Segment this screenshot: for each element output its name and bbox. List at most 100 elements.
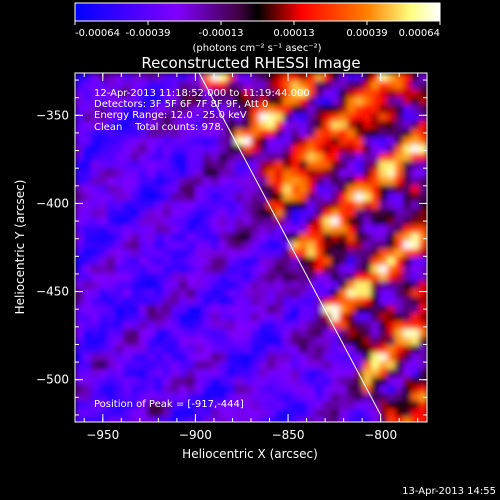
heatmap-cell <box>379 281 388 290</box>
heatmap-cell <box>75 353 84 362</box>
heatmap-cell <box>147 177 156 186</box>
heatmap-cell <box>251 353 260 362</box>
heatmap-cell <box>251 329 260 338</box>
heatmap-cell <box>395 177 404 186</box>
heatmap-cell <box>291 169 300 178</box>
heatmap-cell <box>395 209 404 218</box>
heatmap-cell <box>219 225 228 234</box>
heatmap-cell <box>171 137 180 146</box>
heatmap-cell <box>211 409 220 418</box>
heatmap-cell <box>331 89 340 98</box>
heatmap-cell <box>187 177 196 186</box>
heatmap-cell <box>203 97 212 106</box>
heatmap-cell <box>251 177 260 186</box>
heatmap-cell <box>355 169 364 178</box>
heatmap-cell <box>259 353 268 362</box>
heatmap-cell <box>251 265 260 274</box>
heatmap-cell <box>179 145 188 154</box>
heatmap-cell <box>115 121 124 130</box>
heatmap-cell <box>83 297 92 306</box>
heatmap-cell <box>219 233 228 242</box>
heatmap-cell <box>299 225 308 234</box>
heatmap-cell <box>355 249 364 258</box>
heatmap-cell <box>75 209 84 218</box>
heatmap-cell <box>219 137 228 146</box>
heatmap-cell <box>155 209 164 218</box>
heatmap-cell <box>411 337 420 346</box>
heatmap-cell <box>211 161 220 170</box>
heatmap-cell <box>115 337 124 346</box>
heatmap-cell <box>139 409 148 418</box>
heatmap-cell <box>131 417 140 422</box>
heatmap-cell <box>411 345 420 354</box>
heatmap-cell <box>379 233 388 242</box>
heatmap-cell <box>171 273 180 282</box>
heatmap-cell <box>99 377 108 386</box>
heatmap-cell <box>251 97 260 106</box>
heatmap-cell <box>283 305 292 314</box>
heatmap-cell <box>419 241 427 250</box>
heatmap-cell <box>83 281 92 290</box>
heatmap-cell <box>283 361 292 370</box>
heatmap-cell <box>339 89 348 98</box>
heatmap-cell <box>179 105 188 114</box>
heatmap-cell <box>299 369 308 378</box>
x-axis: −950 −900 −850 −800 <box>83 73 419 442</box>
heatmap-cell <box>299 145 308 154</box>
heatmap-cell <box>275 417 284 422</box>
heatmap-cell <box>163 377 172 386</box>
heatmap-cell <box>91 209 100 218</box>
heatmap-cell <box>99 313 108 322</box>
heatmap-cell <box>403 105 412 114</box>
heatmap-cell <box>107 169 116 178</box>
heatmap-cell <box>75 217 84 226</box>
heatmap-cell <box>179 225 188 234</box>
heatmap-cell <box>419 313 427 322</box>
heatmap-cell <box>283 353 292 362</box>
heatmap-cell <box>275 273 284 282</box>
heatmap-cell <box>115 225 124 234</box>
heatmap-cell <box>99 169 108 178</box>
heatmap-cell <box>419 409 427 418</box>
heatmap-cell <box>315 361 324 370</box>
heatmap-cell <box>283 281 292 290</box>
heatmap-cell <box>331 121 340 130</box>
heatmap-cell <box>115 129 124 138</box>
heatmap-cell <box>395 401 404 410</box>
heatmap-cell <box>83 89 92 98</box>
heatmap-cell <box>179 161 188 170</box>
heatmap-cell <box>99 289 108 298</box>
heatmap-cell <box>123 289 132 298</box>
heatmap-cell <box>107 361 116 370</box>
heatmap-cell <box>139 121 148 130</box>
heatmap-cell <box>307 169 316 178</box>
heatmap-cell <box>75 289 84 298</box>
heatmap-cell <box>139 105 148 114</box>
heatmap-cell <box>163 273 172 282</box>
heatmap-cell <box>291 97 300 106</box>
heatmap-cell <box>371 113 380 122</box>
heatmap-cell <box>163 401 172 410</box>
heatmap-cell <box>107 409 116 418</box>
heatmap-cell <box>115 73 124 82</box>
heatmap-cell <box>307 129 316 138</box>
heatmap-cell <box>363 209 372 218</box>
heatmap-cell <box>171 353 180 362</box>
heatmap-cell <box>331 97 340 106</box>
heatmap-cell <box>339 161 348 170</box>
heatmap-cell <box>171 113 180 122</box>
heatmap-cell <box>331 153 340 162</box>
heatmap-cell <box>275 105 284 114</box>
heatmap-cell <box>347 313 356 322</box>
heatmap-cell <box>251 201 260 210</box>
heatmap-cell <box>99 361 108 370</box>
heatmap-cell <box>83 257 92 266</box>
heatmap-cell <box>419 345 427 354</box>
heatmap-cell <box>315 209 324 218</box>
heatmap-cell <box>203 89 212 98</box>
heatmap-cell <box>259 105 268 114</box>
heatmap-cell <box>243 97 252 106</box>
heatmap-cell <box>403 81 412 90</box>
heatmap-cell <box>299 393 308 402</box>
heatmap-cell <box>387 417 396 422</box>
